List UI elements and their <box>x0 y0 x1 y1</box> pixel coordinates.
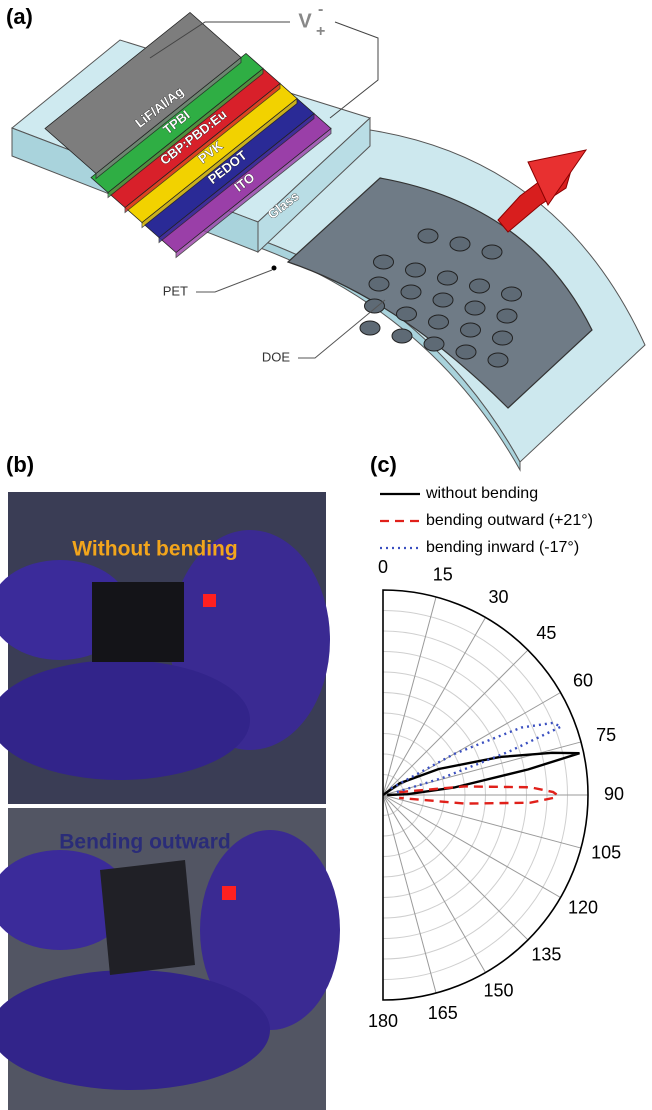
hole <box>360 321 380 335</box>
hole <box>497 309 517 323</box>
panel-label: (c) <box>370 452 397 477</box>
hole <box>482 245 502 259</box>
glove <box>0 660 250 780</box>
hole <box>433 293 453 307</box>
legend-label: without bending <box>425 485 538 502</box>
voltage-minus: - <box>318 1 323 18</box>
hole <box>456 345 476 359</box>
pet-line <box>196 270 272 292</box>
light-spot <box>222 886 236 900</box>
theta-tick-label: 45 <box>536 623 556 643</box>
figure: (a) LiF/Al/AgTPBICBP:PBD:EuPVKPEDOTITOGl… <box>0 0 652 1110</box>
grid-spoke <box>383 795 528 940</box>
theta-tick-label: 75 <box>596 725 616 745</box>
hole <box>461 323 481 337</box>
hole <box>392 329 412 343</box>
callout: DOE <box>262 349 291 364</box>
theta-tick-label: 135 <box>531 944 561 964</box>
hole <box>369 277 389 291</box>
theta-tick-label: 105 <box>591 843 621 863</box>
theta-tick-label: 180 <box>368 1011 398 1031</box>
hole <box>406 263 426 277</box>
hole <box>470 279 490 293</box>
series-line <box>383 753 580 795</box>
hole <box>424 337 444 351</box>
grid-spoke <box>383 597 436 795</box>
legend-label: bending inward (-17°) <box>426 539 579 556</box>
device <box>92 582 184 662</box>
callout: PET <box>163 283 188 298</box>
panel-label: (b) <box>6 452 34 477</box>
theta-tick-label: 15 <box>433 564 453 584</box>
theta-tick-label: 120 <box>568 897 598 917</box>
theta-tick-label: 150 <box>483 980 513 1000</box>
voltage-plus: + <box>316 23 325 40</box>
hole <box>365 299 385 313</box>
theta-tick-label: 0 <box>378 557 388 577</box>
photo-caption: Without bending <box>72 538 237 561</box>
hole <box>429 315 449 329</box>
photo-caption: Bending outward <box>59 831 231 854</box>
polar-chart: 0 15 30 45 60 75 90 105 120 135 150 165 180 without b… <box>368 485 624 1031</box>
voltage-symbol: V <box>298 10 312 32</box>
grid-spoke <box>383 795 486 973</box>
panel-label: (a) <box>6 4 33 29</box>
theta-tick-label: 30 <box>488 587 508 607</box>
device <box>100 860 195 975</box>
hole <box>488 353 508 367</box>
theta-tick-label: 60 <box>573 670 593 690</box>
hole <box>401 285 421 299</box>
glove <box>0 970 270 1090</box>
grid-spoke <box>383 795 561 898</box>
photos: Without bending Bending outward <box>0 492 340 1110</box>
legend-label: bending outward (+21°) <box>426 512 593 529</box>
grid-spoke <box>383 795 436 993</box>
hole <box>374 255 394 269</box>
hole <box>502 287 522 301</box>
hole <box>397 307 417 321</box>
hole <box>465 301 485 315</box>
light-spot <box>203 594 216 607</box>
theta-tick-label: 90 <box>604 784 624 804</box>
grid-spoke <box>383 617 486 795</box>
device-diagram: LiF/Al/AgTPBICBP:PBD:EuPVKPEDOTITOGlass … <box>12 1 645 470</box>
grid-spoke <box>383 795 581 848</box>
hole <box>438 271 458 285</box>
hole <box>450 237 470 251</box>
hole <box>493 331 513 345</box>
theta-tick-label: 165 <box>428 1003 458 1023</box>
pet-dot <box>272 266 277 271</box>
hole <box>418 229 438 243</box>
